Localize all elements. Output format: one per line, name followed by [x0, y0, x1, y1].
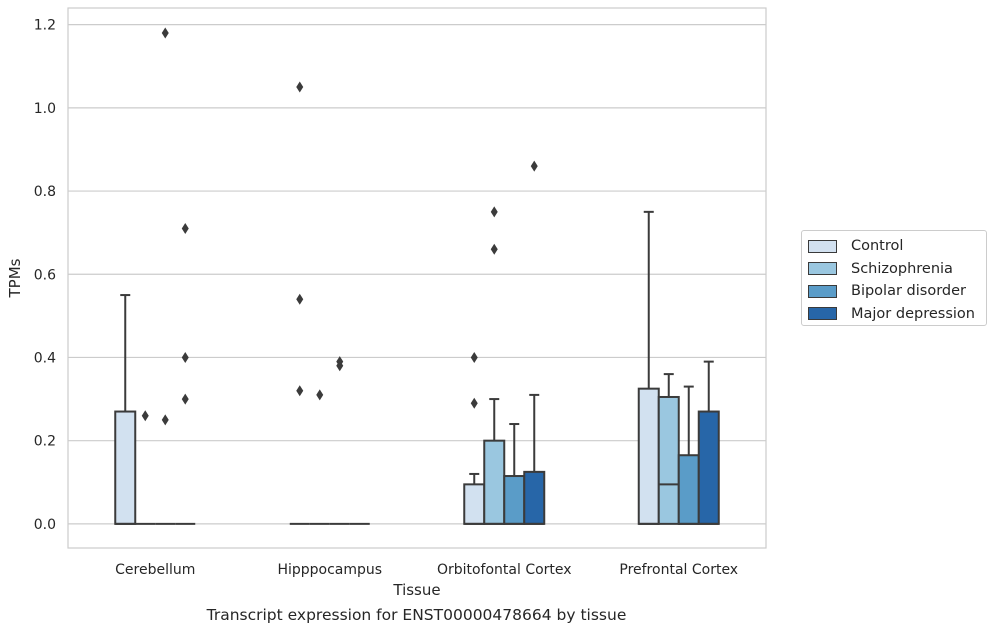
y-tick-label: 0.0	[34, 517, 56, 533]
y-tick-label: 0.2	[34, 434, 56, 450]
box-group	[155, 27, 176, 525]
flier-point	[296, 385, 304, 397]
box-group	[329, 356, 350, 525]
box	[503, 475, 526, 525]
legend-item-control: Control	[808, 235, 986, 258]
box-group	[114, 294, 137, 525]
box-group	[523, 160, 546, 525]
x-tick-label: Orbitofontal Cortex	[437, 562, 572, 578]
box	[637, 387, 660, 525]
flier-point	[161, 414, 169, 426]
flier-point	[296, 293, 304, 305]
legend-label-control: Control	[851, 238, 904, 255]
box-group	[309, 389, 330, 525]
box	[677, 454, 700, 525]
legend-item-schizophrenia: Schizophrenia	[808, 258, 986, 281]
plot-frame	[67, 7, 767, 549]
box-marks	[114, 27, 720, 525]
flier-point	[141, 410, 149, 422]
y-tick-label: 0.8	[34, 184, 56, 200]
flier-point	[470, 351, 478, 363]
x-axis-label: Tissue	[392, 581, 440, 599]
box-group	[483, 206, 506, 525]
legend-swatch-major-depression	[808, 307, 837, 321]
flier-point	[530, 160, 538, 172]
box-group	[677, 385, 700, 525]
legend-swatch-schizophrenia	[808, 262, 837, 276]
box-group	[289, 81, 310, 525]
flier-point	[336, 360, 344, 372]
box	[483, 439, 506, 525]
flier-point	[181, 222, 189, 234]
box	[114, 410, 137, 525]
legend-label-schizophrenia: Schizophrenia	[851, 260, 953, 277]
box-group	[637, 210, 660, 525]
y-tick-label: 1.2	[34, 18, 56, 34]
x-tick-label: Hipppocampus	[277, 562, 382, 578]
box-group	[463, 351, 486, 525]
legend-label-bipolar-disorder: Bipolar disorder	[851, 283, 966, 300]
box	[463, 483, 486, 525]
box-group	[503, 423, 526, 525]
box-group	[697, 360, 720, 525]
flier-point	[470, 397, 478, 409]
y-tick-label: 1.0	[34, 101, 56, 117]
legend: Control Schizophrenia Bipolar disorder M…	[801, 230, 987, 326]
x-tick-label: Prefrontal Cortex	[619, 562, 738, 578]
legend-item-bipolar-disorder: Bipolar disorder	[808, 280, 986, 303]
y-tick-label: 0.6	[34, 267, 56, 283]
flier-point	[316, 389, 324, 401]
legend-swatch-control	[808, 239, 837, 253]
box	[657, 395, 680, 525]
flier-point	[181, 393, 189, 405]
flier-point	[490, 206, 498, 218]
flier-point	[490, 243, 498, 255]
y-axis-label: TPMs	[6, 258, 24, 298]
flier-point	[296, 81, 304, 93]
x-tick-labels: Cerebellum Hipppocampus Orbitofontal Corte…	[115, 562, 738, 578]
y-tick-label: 0.4	[34, 350, 56, 366]
legend-label-major-depression: Major depression	[851, 305, 975, 322]
box-group	[657, 373, 680, 525]
flier-point	[161, 27, 169, 39]
y-tick-labels: 0.0 0.2 0.4 0.6 0.8 1.0 1.2	[34, 18, 56, 533]
chart-caption: Transcript expression for ENST0000047866…	[206, 606, 627, 624]
box-group	[175, 222, 196, 525]
legend-item-major-depression: Major depression	[808, 303, 986, 326]
flier-point	[181, 351, 189, 363]
box	[697, 410, 720, 525]
legend-swatch-bipolar-disorder	[808, 284, 837, 298]
x-tick-label: Cerebellum	[115, 562, 195, 578]
box-group	[135, 410, 156, 525]
box	[523, 470, 546, 525]
